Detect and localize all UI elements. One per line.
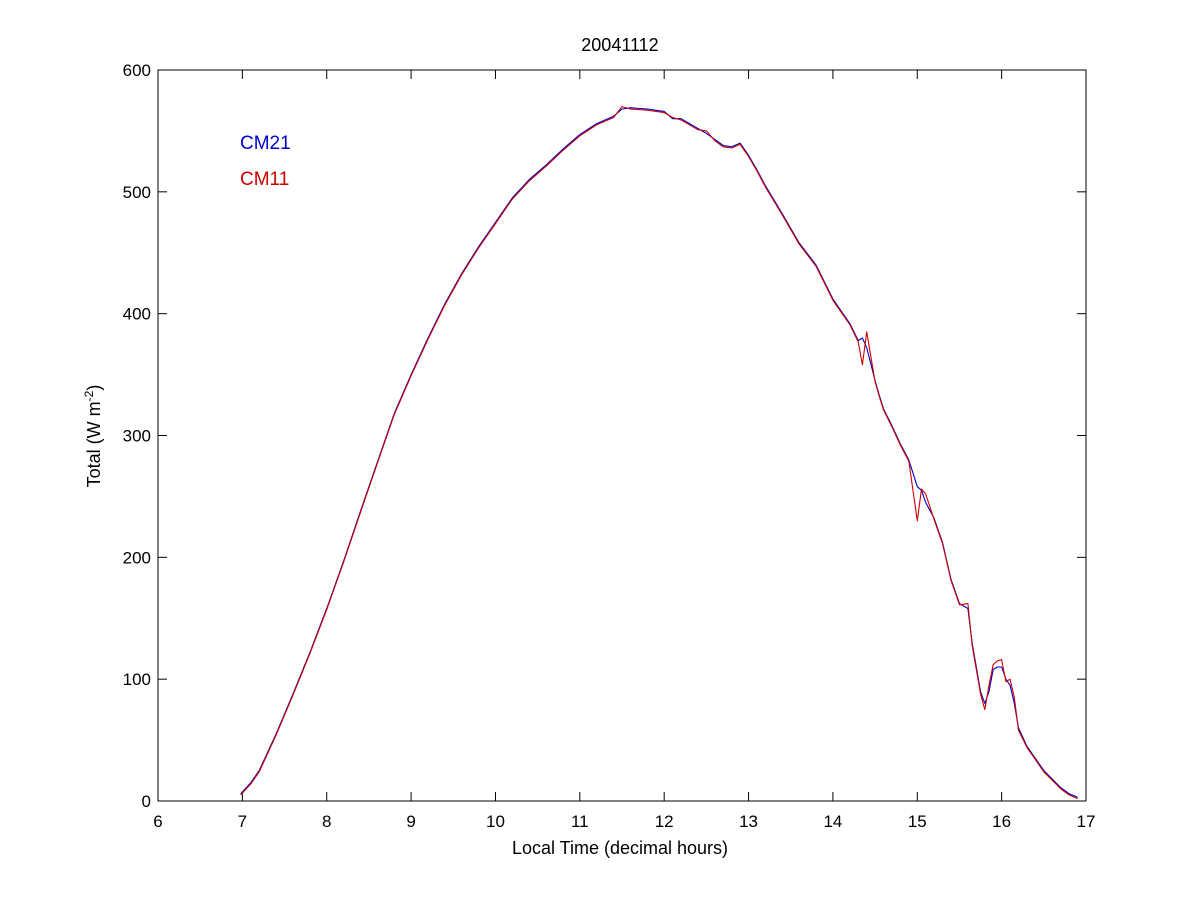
y-tick-label: 500: [123, 183, 151, 202]
legend-entry-cm11: CM11: [240, 169, 289, 190]
y-axis-title: Total (W m-2): [82, 385, 104, 488]
y-tick-label: 200: [123, 548, 151, 567]
x-tick-label: 14: [823, 812, 842, 831]
x-tick-label: 12: [655, 812, 674, 831]
series-line-cm21: [240, 107, 1078, 798]
y-tick-label: 100: [123, 670, 151, 689]
y-tick-label: 300: [123, 427, 151, 446]
y-axis-title-suffix: ): [84, 385, 104, 391]
x-axis-ticks: 6 7 8 9 10 11 12 13 14 15 16 17: [153, 70, 1095, 831]
y-tick-label: 0: [142, 792, 151, 811]
x-tick-label: 8: [322, 812, 331, 831]
plot-frame: [157, 69, 1087, 802]
x-tick-label: 9: [406, 812, 415, 831]
y-tick-label: 400: [123, 305, 151, 324]
x-tick-label: 13: [739, 812, 758, 831]
series-line-cm11: [240, 106, 1078, 800]
legend-entry-cm21: CM21: [240, 133, 291, 154]
x-tick-label: 15: [908, 812, 927, 831]
y-axis-ticks: 0 100 200 300 400 500 600: [123, 61, 1086, 811]
x-tick-label: 11: [571, 812, 589, 831]
x-tick-label: 7: [238, 812, 247, 831]
chart-title: 20041112: [581, 35, 658, 55]
x-axis-title: Local Time (decimal hours): [512, 838, 728, 858]
y-axis-title-superscript: -2: [82, 390, 96, 401]
series-lines: [240, 106, 1078, 800]
y-axis-title-main: Total (W m: [84, 401, 104, 487]
x-tick-label: 16: [992, 812, 1011, 831]
x-tick-label: 6: [153, 812, 162, 831]
x-tick-label: 17: [1077, 812, 1096, 831]
y-tick-label: 600: [123, 61, 151, 80]
x-tick-label: 10: [486, 812, 505, 831]
